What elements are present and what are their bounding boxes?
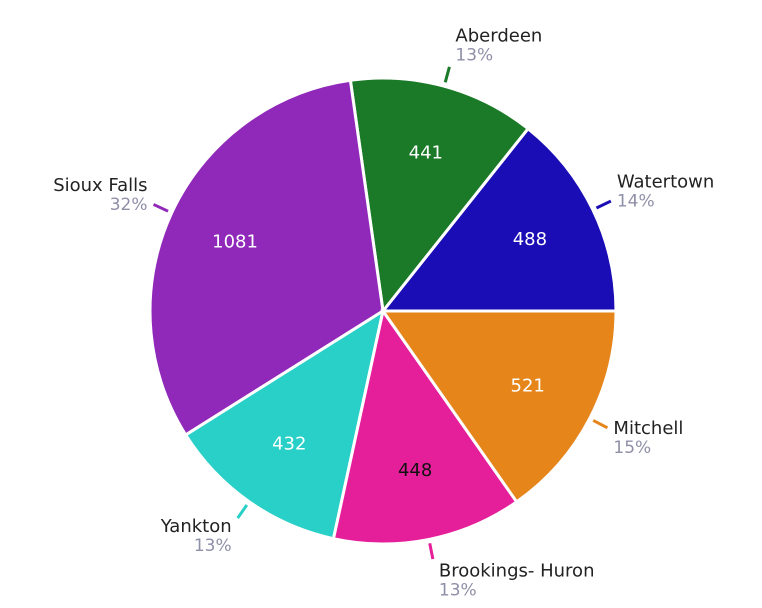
category-label: Sioux Falls	[53, 175, 147, 196]
pie-slice	[183, 307, 386, 541]
leader-line	[592, 419, 609, 430]
value-label: 441	[409, 143, 443, 164]
percent-label: 15%	[613, 438, 651, 458]
pie-slice	[379, 126, 618, 313]
pie-slice	[348, 76, 531, 315]
leader-line	[595, 199, 612, 210]
value-label: 1081	[212, 231, 258, 252]
value-label: 521	[511, 375, 545, 396]
percent-label: 14%	[617, 192, 655, 212]
category-label: Yankton	[160, 516, 232, 537]
leader-line	[236, 504, 249, 519]
leader-line	[428, 543, 435, 560]
pie-slice	[331, 307, 519, 546]
value-label: 488	[513, 229, 547, 250]
percent-label: 13%	[194, 536, 232, 556]
category-label: Brookings- Huron	[439, 561, 595, 582]
value-label: 432	[272, 433, 306, 454]
value-label: 448	[398, 460, 432, 481]
pie-slice	[380, 309, 618, 504]
leader-line	[443, 66, 451, 83]
leader-line	[152, 203, 169, 213]
percent-label: 32%	[110, 195, 148, 215]
percent-label: 13%	[455, 46, 493, 66]
category-label: Aberdeen	[455, 26, 542, 47]
category-label: Watertown	[617, 172, 714, 193]
category-label: Mitchell	[613, 418, 683, 439]
percent-label: 13%	[439, 581, 477, 601]
